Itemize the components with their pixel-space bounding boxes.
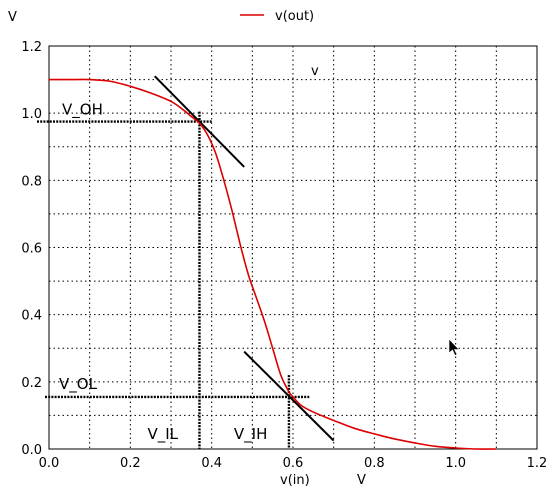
y-axis-unit-label: V	[8, 10, 17, 25]
x-tick-label: 0.8	[364, 456, 385, 471]
x-tick-label: 0.2	[120, 456, 141, 471]
tangent-line-high	[154, 75, 245, 168]
series-layer	[49, 78, 497, 450]
y-tick-label: 0.2	[21, 376, 42, 391]
threshold-markers	[37, 75, 335, 449]
y-tick-label: 0.4	[21, 309, 42, 324]
mouse-cursor-icon	[448, 338, 460, 356]
plot-frame	[48, 45, 538, 450]
tangent-line-low	[243, 350, 335, 442]
y-tick-labels: 0.0 0.2 0.4 0.6 0.8 1.0 1.2	[21, 40, 42, 458]
grid-layer	[49, 46, 537, 449]
x-tick-label: 0.0	[39, 456, 60, 471]
y-tick-label: 0.0	[21, 443, 42, 458]
legend[interactable]: v(out)	[240, 9, 314, 24]
series-line-vout	[49, 78, 497, 450]
y-tick-label: 1.2	[21, 40, 42, 55]
v-ih-label: V_IH	[234, 425, 267, 444]
legend-label-vout: v(out)	[275, 9, 314, 24]
y-tick-label: 0.6	[21, 242, 42, 257]
v-ol-label: V_OL	[59, 375, 98, 394]
x-tick-label: 0.6	[283, 456, 304, 471]
x-tick-label: 1.2	[527, 456, 548, 471]
y-tick-label: 0.8	[21, 174, 42, 189]
x-tick-labels: 0.0 0.2 0.4 0.6 0.8 1.0 1.2	[39, 456, 548, 471]
v-il-label: V_IL	[147, 425, 178, 444]
x-axis-unit-label: V	[357, 473, 366, 488]
x-tick-label: 0.4	[201, 456, 222, 471]
y-tick-label: 1.0	[21, 107, 42, 122]
x-tick-label: 1.0	[445, 456, 466, 471]
x-axis-label: v(in)	[280, 473, 310, 488]
v-oh-label: V_OH	[62, 101, 103, 120]
plot-inner-label: v	[311, 64, 319, 79]
